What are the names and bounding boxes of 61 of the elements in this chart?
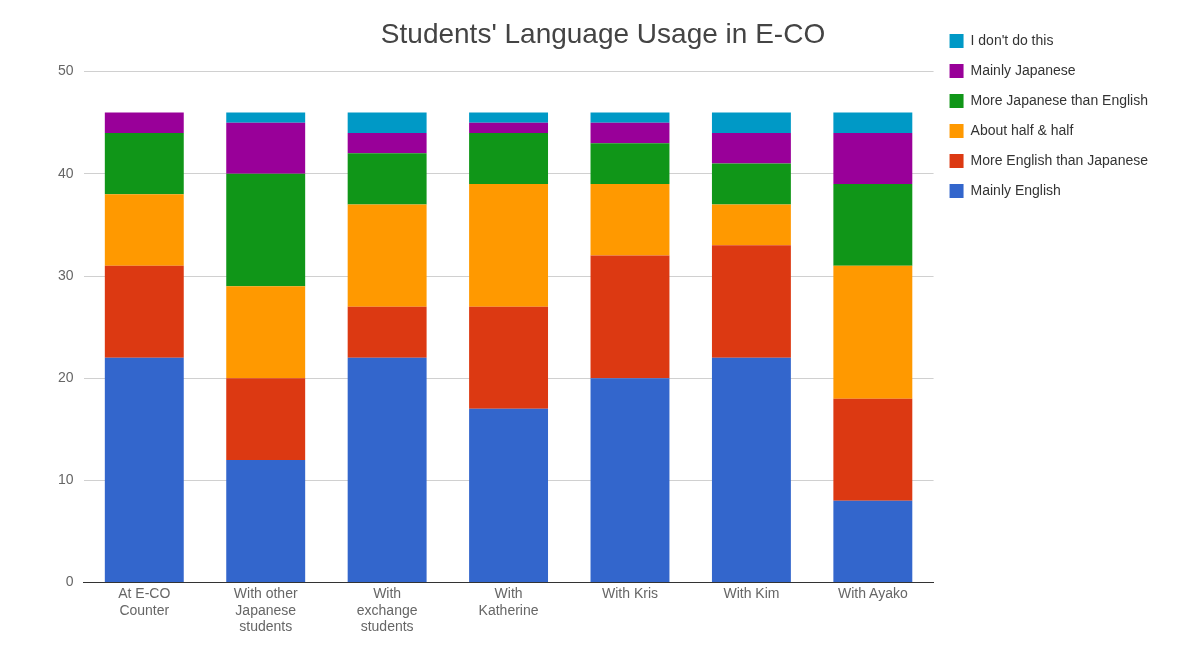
bar [347,306,427,358]
legend-label: I don't do this [970,31,1054,48]
y-tick-label: 0 [65,573,74,590]
bar [104,265,184,358]
bar [469,184,549,307]
y-tick-label: 50 [57,62,74,79]
x-tick-label: With other Japanese students [233,584,298,635]
bar [104,112,184,133]
bar [469,306,549,409]
legend-label: Mainly Japanese [970,61,1076,78]
bar [833,398,913,501]
bar [347,132,427,154]
legend-label: About half & half [970,121,1074,138]
bar [711,245,791,358]
x-tick-label: With Ayako [837,584,908,601]
bar [833,184,913,266]
bar [590,255,670,379]
x-tick-label: At E-CO Counter [118,584,171,618]
y-tick-label: 40 [57,164,74,181]
bar [590,378,670,583]
bar [104,194,184,266]
bar [833,112,913,133]
bar [104,132,184,195]
legend-label: Mainly English [970,181,1061,198]
x-tick-label: With Kim [723,584,780,601]
bar [711,357,791,583]
bar [226,122,306,174]
bar [711,163,791,205]
bar [347,204,427,307]
x-tick-label: With Kris [601,584,658,601]
bar [711,132,791,164]
bar [833,265,913,399]
bar [469,122,549,133]
chart-title: Students' Language Usage in E-CO [380,17,826,49]
bar [347,357,427,583]
bar [590,184,670,256]
bar [469,408,549,583]
legend-label: More English than Japanese [970,151,1149,168]
bar [590,143,670,185]
bar [833,132,913,185]
y-tick-label: 10 [57,471,74,488]
x-tick-label: With Katherine [478,584,539,618]
bar [226,286,306,379]
legend-label: More Japanese than English [970,91,1149,108]
y-tick-label: 20 [57,369,74,386]
bar [226,112,306,123]
bar [590,122,670,144]
y-tick-label: 30 [57,266,74,283]
bar [711,204,791,246]
bar [711,112,791,133]
bar [833,500,913,583]
bar [226,378,306,460]
x-tick-label: With exchange students [356,584,418,635]
bar [347,153,427,205]
bar [104,357,184,583]
bar [590,112,670,123]
bar [469,112,549,123]
bar [226,459,306,583]
bar [347,112,427,133]
bar [226,173,306,287]
bar [469,132,549,185]
